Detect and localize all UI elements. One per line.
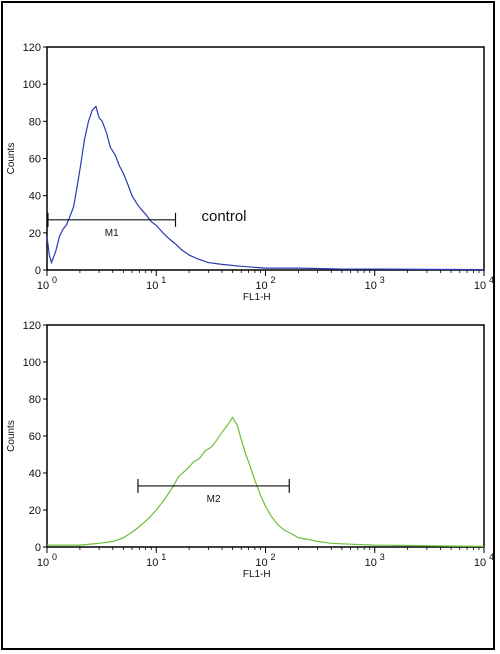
x-tick-exponent: 0: [52, 552, 57, 562]
x-tick-exponent: 2: [271, 552, 276, 562]
x-tick-exponent: 4: [489, 275, 494, 285]
x-tick-exponent: 4: [489, 552, 494, 562]
y-axis-label-sample: Counts: [6, 420, 17, 452]
x-tick-exponent: 3: [380, 275, 385, 285]
x-tick-exponent: 1: [161, 552, 166, 562]
annotation-control: control: [201, 208, 246, 225]
x-tick-label: 10: [255, 557, 267, 569]
y-tick-label: 100: [23, 357, 41, 369]
y-axis-label-control: Counts: [6, 143, 17, 175]
series-line-sample: [47, 416, 485, 547]
x-tick-exponent: 0: [52, 275, 57, 285]
plot-area-sample: [46, 324, 485, 548]
y-tick-label: 80: [29, 394, 41, 406]
x-tick-exponent: 1: [161, 275, 166, 285]
gate-marker-m1: M1: [47, 212, 177, 239]
gate-marker-m1-label: M1: [105, 228, 119, 239]
y-tick-label: 40: [29, 191, 41, 203]
x-tick-exponent: 3: [380, 552, 385, 562]
x-axis-ticks-sample: 10 0 10 1 10 2 10 3 10 4: [37, 547, 494, 569]
x-tick-label: 10: [37, 280, 49, 292]
gate-marker-m2: M2: [137, 478, 290, 505]
x-tick-label: 10: [365, 280, 377, 292]
y-tick-label: 0: [35, 542, 41, 554]
y-tick-label: 40: [29, 468, 41, 480]
x-tick-label: 10: [365, 557, 377, 569]
y-tick-label: 120: [23, 42, 41, 54]
x-tick-label: 10: [255, 280, 267, 292]
y-tick-label: 120: [23, 320, 41, 332]
y-tick-label: 60: [29, 431, 41, 443]
x-axis-ticks-control: 10 0 10 1 10 2 10 3 10 4: [37, 270, 494, 292]
y-tick-label: 80: [29, 116, 41, 128]
x-tick-label: 10: [146, 280, 158, 292]
x-tick-exponent: 2: [271, 275, 276, 285]
y-tick-label: 0: [35, 265, 41, 277]
gate-marker-m2-label: M2: [207, 494, 221, 505]
x-axis-label-control: FL1-H: [243, 292, 271, 303]
x-tick-label: 10: [37, 557, 49, 569]
y-tick-label: 100: [23, 79, 41, 91]
y-tick-label: 20: [29, 228, 41, 240]
y-tick-label: 60: [29, 154, 41, 166]
y-tick-label: 20: [29, 505, 41, 517]
series-line-control: [46, 105, 485, 271]
x-tick-label: 10: [146, 557, 158, 569]
x-tick-label: 10: [474, 557, 486, 569]
y-axis-ticks-control: 0 20 40 60 80 100 120: [23, 42, 47, 277]
x-tick-label: 10: [474, 280, 486, 292]
x-axis-label-sample: FL1-H: [243, 569, 271, 580]
y-axis-ticks-sample: 0 20 40 60 80 100 120: [23, 320, 47, 554]
